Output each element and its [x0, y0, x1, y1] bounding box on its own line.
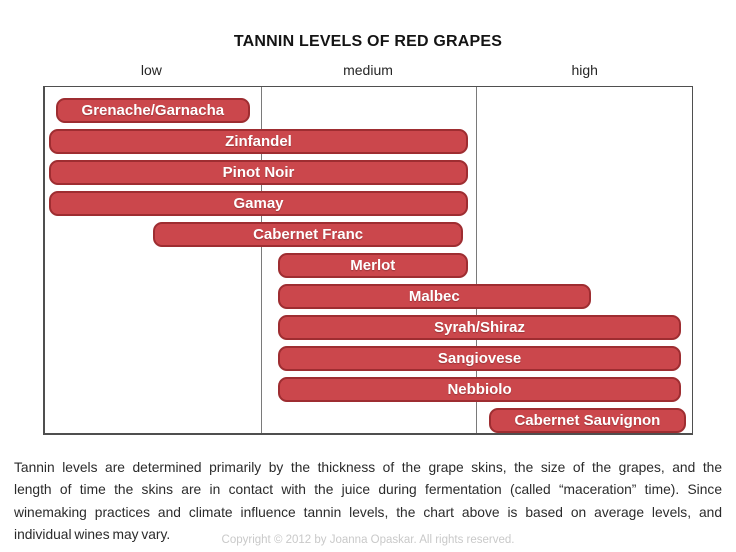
axis-label-medium: medium [343, 62, 393, 78]
footer-line: winemaking practices and climate influen… [14, 504, 722, 520]
grape-bar-syrah-shiraz: Syrah/Shiraz [277, 315, 682, 340]
grape-bar-malbec: Malbec [277, 284, 591, 309]
grape-bar-label: Zinfandel [225, 133, 292, 150]
grape-bar-nebbiolo: Nebbiolo [277, 377, 682, 402]
axis-label-low: low [140, 62, 162, 78]
footer-line: individual wines may vary. [14, 527, 171, 543]
grape-bar-label: Sangiovese [437, 350, 522, 367]
footer-text: Tannin levels are determined primarily b… [14, 457, 722, 547]
grape-bar-pinot-noir: Pinot Noir [49, 160, 468, 185]
grape-bar-gamay: Gamay [49, 191, 468, 216]
plot-area: Grenache/Garnacha Zinfandel Pinot Noir Gama… [43, 86, 693, 435]
grape-bar-label: Cabernet Franc [253, 226, 364, 243]
x-axis-labels: low medium high [43, 62, 693, 78]
grape-bar-cabernet-sauvignon: Cabernet Sauvignon [489, 408, 686, 433]
copyright-notice: Copyright © 2012 by Joanna Opaskar. All … [221, 534, 515, 546]
footer-line: Tannin levels are determined primarily b… [14, 460, 722, 475]
gridline-low-medium [260, 87, 262, 433]
grape-bar-merlot: Merlot [277, 253, 468, 278]
grape-bar-label: Nebbiolo [447, 381, 512, 398]
grape-bar-label: Syrah/Shiraz [434, 319, 525, 336]
footer-line: length of time the skins are in contact … [14, 482, 722, 498]
grape-bar-label: Malbec [408, 288, 460, 305]
grape-bar-sangiovese: Sangiovese [277, 346, 682, 371]
gridline-medium-high [476, 87, 478, 433]
axis-label-high: high [571, 62, 598, 78]
chart-title: TANNIN LEVELS OF RED GRAPES [233, 33, 503, 50]
grape-bar-grenache-garnacha: Grenache/Garnacha [55, 98, 250, 123]
grape-bar-label: Gamay [233, 195, 284, 212]
grape-bar-label: Pinot Noir [222, 164, 295, 181]
grape-bar-label: Cabernet Sauvignon [514, 412, 661, 429]
grape-bar-zinfandel: Zinfandel [49, 129, 468, 154]
grape-bar-label: Merlot [350, 257, 396, 274]
grape-bar-cabernet-franc: Cabernet Franc [152, 222, 464, 247]
grape-bar-label: Grenache/Garnacha [81, 102, 225, 119]
